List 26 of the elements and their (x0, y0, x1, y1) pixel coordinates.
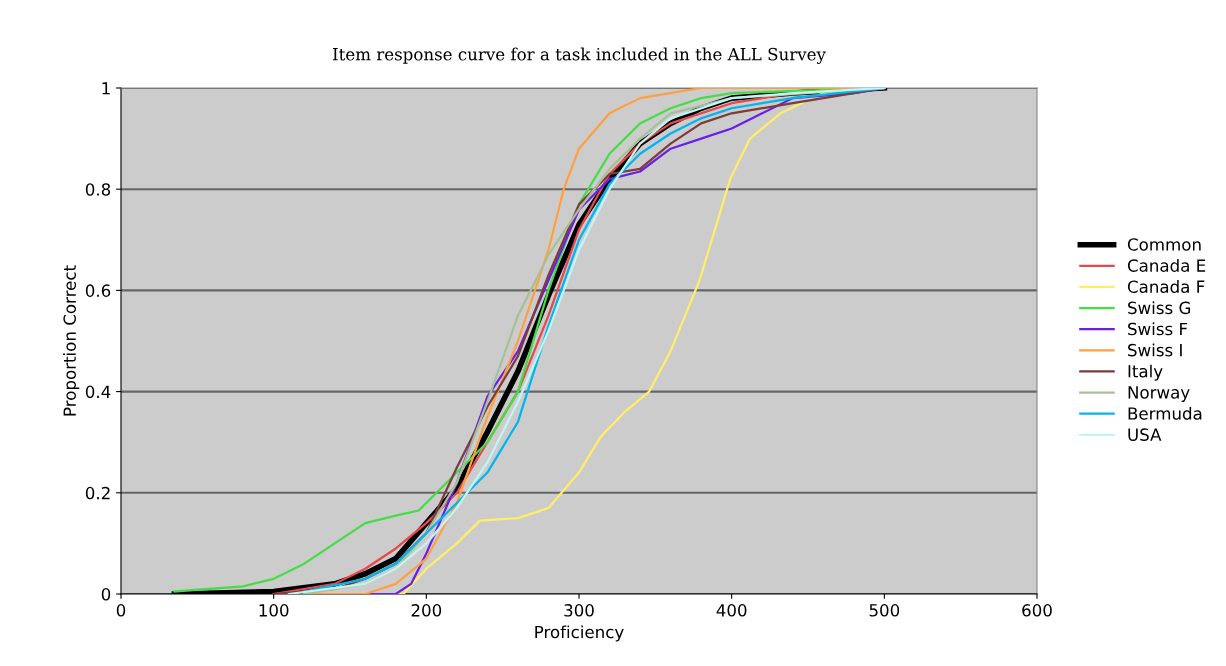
x-tick-label: 100 (259, 604, 289, 617)
y-tick-label: 0.8 (85, 183, 111, 196)
y-tick-label: 0.4 (85, 385, 111, 399)
y-tick-label: 0.6 (85, 284, 111, 297)
legend-label: Swiss I (1128, 343, 1182, 357)
legend-label: Bermuda (1128, 406, 1202, 420)
y-axis-title: Proportion Correct (63, 265, 80, 416)
legend-label: Norway (1128, 386, 1190, 402)
x-tick-label: 600 (1022, 604, 1052, 617)
x-tick-label: 200 (411, 604, 442, 617)
legend-label: Swiss G (1128, 301, 1191, 315)
x-tick-label: 500 (869, 604, 900, 617)
legend-label: Common (1127, 238, 1201, 251)
y-tick-label: 0 (101, 587, 111, 601)
x-tick-label: 400 (716, 604, 747, 617)
y-tick-label: 1 (102, 82, 110, 95)
legend-label: Canada F (1127, 280, 1205, 294)
legend-label: USA (1128, 428, 1162, 441)
y-tick-label: 0.2 (85, 486, 110, 500)
x-axis-title: Proficiency (535, 625, 624, 642)
legend-label: Canada E (1127, 258, 1206, 272)
x-tick-label: 300 (564, 604, 594, 617)
legend-label: Swiss F (1128, 322, 1188, 336)
legend-label: Italy (1128, 364, 1163, 381)
x-tick-label: 0 (116, 604, 126, 617)
chart-title: Item response curve for a task included in the ALL Survey (332, 47, 826, 64)
